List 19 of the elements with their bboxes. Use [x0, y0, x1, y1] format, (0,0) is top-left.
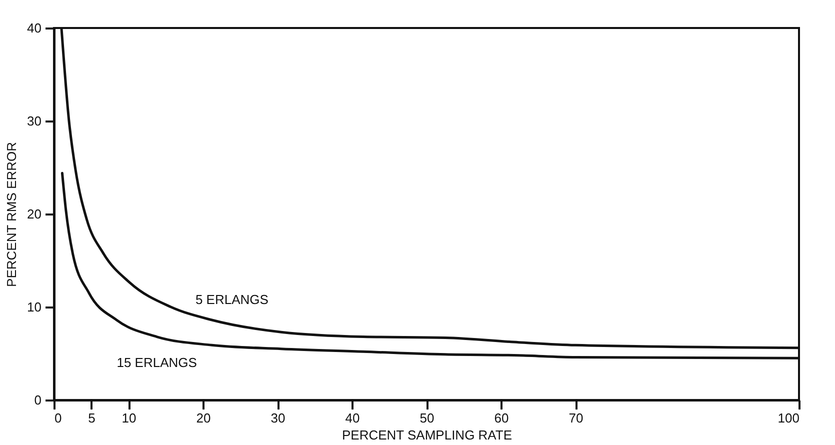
y-tick-label: 40: [27, 20, 42, 36]
y-tick-label: 0: [34, 392, 42, 408]
x-tick-label: 5: [88, 410, 96, 426]
y-tick-label: 10: [27, 300, 42, 314]
x-tick-label: 60: [494, 410, 509, 426]
y-tick-label: 20: [27, 206, 42, 222]
x-tick-label: 40: [345, 410, 360, 426]
y-axis-title: PERCENT RMS ERROR: [4, 142, 20, 287]
x-tick-label: 100: [778, 410, 800, 426]
x-tick-label: 10: [122, 410, 136, 426]
x-axis-title: PERCENT SAMPLING RATE: [342, 428, 512, 442]
x-tick-label: 20: [196, 410, 211, 426]
x-tick-label: 30: [270, 410, 286, 426]
y-tick-label: 30: [27, 114, 42, 128]
x-tick-label: 70: [568, 410, 584, 426]
x-tick-label: 50: [420, 410, 434, 426]
series-label: 5 ERLANGS: [195, 292, 269, 308]
series-label: 15 ERLANGS: [116, 354, 198, 370]
x-tick-label: 0: [54, 410, 62, 426]
